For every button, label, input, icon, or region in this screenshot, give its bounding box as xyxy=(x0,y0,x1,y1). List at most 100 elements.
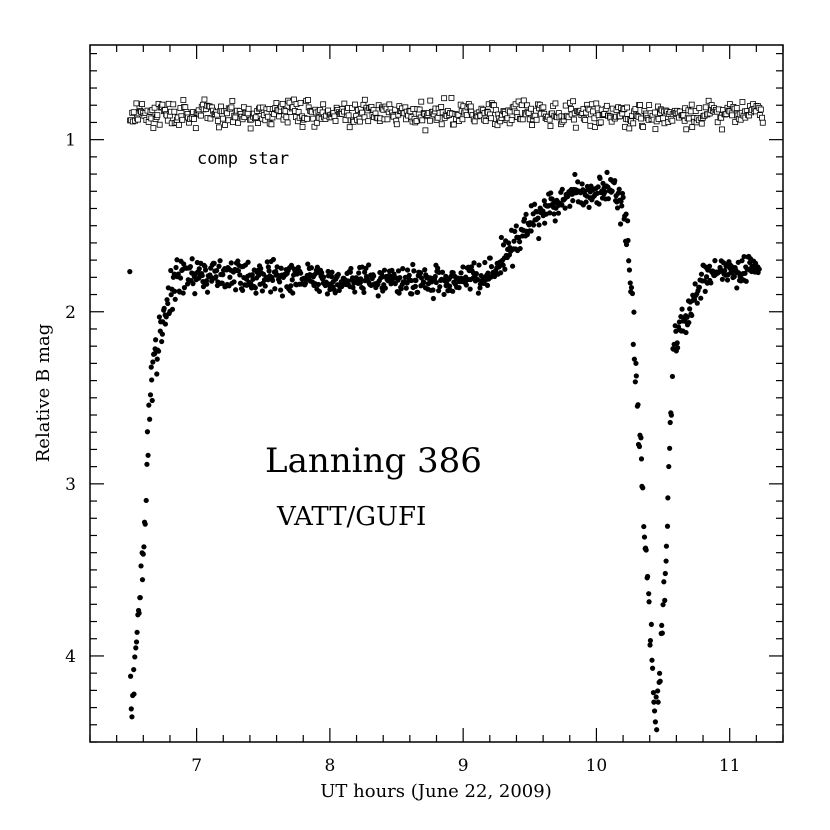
comp-star-point xyxy=(219,115,226,122)
comp-star-point xyxy=(214,111,220,118)
target-point xyxy=(239,287,246,293)
comp-star-point xyxy=(438,121,445,128)
comp-star-point xyxy=(135,116,142,123)
comp-star-point xyxy=(201,96,208,103)
target-point xyxy=(517,245,523,252)
target-point xyxy=(262,283,268,289)
target-point xyxy=(265,264,271,270)
target-point xyxy=(145,452,151,458)
target-point xyxy=(463,282,469,288)
target-point xyxy=(684,314,690,320)
comp-star-point xyxy=(533,116,540,123)
target-point xyxy=(335,271,341,278)
comp-star-point xyxy=(624,104,630,111)
target-point xyxy=(382,285,388,291)
target-point xyxy=(513,223,519,229)
target-point xyxy=(325,268,331,275)
target-point xyxy=(187,264,194,270)
comp-star-point xyxy=(471,118,478,125)
target-point xyxy=(403,285,409,291)
target-point xyxy=(404,267,411,273)
target-point xyxy=(204,281,210,287)
target-point xyxy=(397,275,403,281)
target-point xyxy=(703,274,710,280)
target-point xyxy=(128,706,134,712)
y-tick-label: 2 xyxy=(65,303,76,323)
comp-star-point xyxy=(687,108,694,115)
target-point xyxy=(278,287,284,293)
comp-star-point xyxy=(759,114,765,121)
target-point xyxy=(536,222,542,228)
comp-star-point xyxy=(154,112,161,119)
target-point xyxy=(214,267,220,274)
target-point xyxy=(665,495,671,501)
comp-star-point xyxy=(582,117,589,123)
comp-star-point xyxy=(482,118,489,125)
target-point xyxy=(596,201,602,207)
target-point xyxy=(328,274,335,280)
target-point xyxy=(136,610,142,616)
target-point xyxy=(689,312,695,319)
target-point xyxy=(164,297,170,303)
target-point xyxy=(567,203,573,209)
target-point xyxy=(528,228,534,234)
comp-star-point xyxy=(341,100,348,107)
target-point xyxy=(237,280,244,286)
comp-star-label: comp star xyxy=(197,149,289,169)
target-point xyxy=(706,263,713,269)
comp-star-point xyxy=(255,120,261,127)
target-point xyxy=(662,570,668,577)
target-point xyxy=(458,270,464,276)
target-point xyxy=(669,373,676,380)
comp-star-point xyxy=(130,109,137,116)
target-point xyxy=(666,463,672,470)
y-tick-label: 3 xyxy=(65,475,76,495)
target-point xyxy=(417,270,424,276)
comp-star-point xyxy=(718,114,725,121)
target-point xyxy=(583,199,589,205)
comp-star-point xyxy=(591,115,598,122)
target-point xyxy=(411,268,417,274)
target-point xyxy=(663,543,670,549)
target-point xyxy=(612,177,618,184)
comp-star-point xyxy=(689,124,696,131)
comp-star-point xyxy=(519,116,526,123)
target-point xyxy=(471,260,477,266)
target-point xyxy=(602,189,608,195)
comp-star-point xyxy=(295,109,302,115)
target-point xyxy=(437,284,443,290)
target-point xyxy=(441,291,447,298)
target-point xyxy=(235,258,241,264)
target-point xyxy=(536,235,542,242)
target-point xyxy=(498,234,504,241)
target-point xyxy=(406,272,412,278)
target-point xyxy=(435,265,441,271)
target-point xyxy=(570,198,576,204)
target-point xyxy=(412,283,418,289)
comp-star-point xyxy=(593,100,600,107)
target-point xyxy=(147,392,154,398)
comp-star-point xyxy=(357,118,363,125)
comp-star-point xyxy=(232,114,239,121)
target-point xyxy=(146,402,152,408)
comp-star-point xyxy=(361,96,368,103)
target-point xyxy=(159,338,165,345)
target-point xyxy=(662,597,668,603)
comp-star-point xyxy=(214,118,221,124)
comp-star-point xyxy=(229,97,236,104)
comp-star-point xyxy=(150,125,157,131)
target-point xyxy=(562,205,568,211)
target-point xyxy=(159,331,166,337)
target-point xyxy=(659,630,665,636)
comp-star-point xyxy=(297,99,304,106)
target-point xyxy=(523,211,529,217)
target-point xyxy=(156,314,162,320)
comp-star-point xyxy=(171,108,178,115)
target-point xyxy=(332,290,338,296)
target-point xyxy=(233,287,239,293)
target-point xyxy=(510,263,516,269)
target-point xyxy=(312,271,318,278)
target-point xyxy=(209,278,215,284)
comp-star-point xyxy=(352,101,358,108)
comp-star-point xyxy=(757,106,764,113)
